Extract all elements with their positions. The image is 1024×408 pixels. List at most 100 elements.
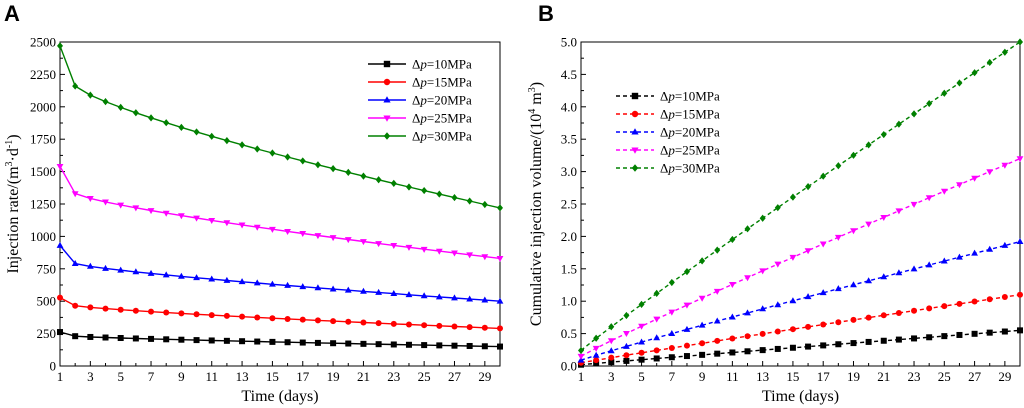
y-tick-label: 250 — [37, 326, 57, 341]
data-point — [223, 276, 231, 283]
y-title-sup: -1 — [4, 140, 15, 148]
data-point — [56, 164, 64, 171]
legend-delta: Δ — [412, 93, 420, 108]
data-point — [683, 268, 690, 276]
legend-marker — [631, 128, 639, 135]
data-point — [744, 309, 751, 316]
data-point — [72, 82, 79, 90]
data-point — [956, 331, 963, 338]
y-title-part: Cumulative injection volume/(10 — [528, 114, 545, 326]
x-tick-label: 23 — [908, 369, 921, 384]
data-point — [496, 256, 504, 263]
data-point — [177, 213, 185, 220]
legend-marker — [631, 147, 639, 154]
data-point — [466, 324, 473, 331]
y-tick-label: 5.0 — [561, 35, 577, 50]
y-tick-label: 1500 — [30, 164, 56, 179]
legend-p: p — [667, 125, 675, 140]
data-point — [117, 335, 124, 342]
data-point — [713, 317, 721, 324]
data-point — [71, 260, 79, 267]
y-axis-title: Cumulative injection volume/(104 m3) — [527, 82, 545, 326]
x-tick-label: 17 — [296, 369, 310, 384]
data-point — [774, 204, 781, 212]
data-point — [284, 339, 291, 346]
legend-marker — [383, 78, 391, 86]
data-point — [360, 239, 367, 246]
data-point — [971, 175, 978, 182]
data-point — [360, 287, 367, 294]
data-point — [880, 337, 887, 344]
legend-label: Δp=25MPa — [412, 111, 472, 126]
data-point — [330, 318, 337, 325]
data-point — [714, 337, 721, 344]
y-tick-label: 1.0 — [561, 294, 577, 309]
data-point — [405, 291, 413, 298]
data-point — [148, 308, 155, 315]
data-point — [653, 289, 660, 297]
data-point — [865, 314, 872, 321]
data-point — [1016, 237, 1024, 244]
y-tick-label: 0.5 — [561, 326, 577, 341]
legend-marker — [383, 132, 391, 140]
data-point — [911, 307, 918, 314]
data-point — [759, 214, 766, 222]
data-point — [102, 334, 109, 341]
data-point — [421, 322, 428, 329]
data-point — [481, 343, 488, 350]
data-point — [940, 188, 948, 195]
data-point — [1017, 327, 1023, 334]
data-point — [623, 342, 630, 349]
x-tick-label: 21 — [877, 369, 890, 384]
series-line — [580, 329, 1021, 366]
data-point — [436, 322, 443, 329]
data-point — [87, 333, 94, 340]
data-point — [208, 132, 215, 140]
data-point — [132, 335, 139, 342]
data-point — [744, 348, 751, 355]
data-point — [744, 225, 751, 233]
data-point — [729, 335, 736, 342]
data-point — [1001, 241, 1009, 248]
data-point — [926, 334, 933, 341]
data-point — [623, 311, 630, 320]
data-point — [132, 109, 139, 117]
data-point — [774, 261, 782, 268]
data-point — [880, 215, 888, 222]
data-point — [162, 210, 170, 217]
data-point — [971, 330, 978, 337]
data-point — [986, 58, 993, 67]
data-point — [223, 220, 231, 227]
data-point — [238, 222, 246, 229]
data-point — [254, 145, 261, 153]
series-line — [580, 41, 1021, 351]
data-point — [497, 325, 503, 332]
data-point — [835, 162, 842, 170]
legend-delta: Δ — [412, 75, 420, 90]
data-point — [163, 119, 170, 127]
y-tick-label: 4.0 — [561, 99, 577, 114]
data-point — [178, 123, 185, 131]
data-point — [435, 293, 443, 300]
panel-label-a: A — [4, 1, 20, 26]
data-point — [623, 352, 630, 359]
x-tick-label: 3 — [608, 369, 615, 384]
data-point — [699, 340, 706, 347]
data-point — [926, 305, 933, 312]
data-point — [668, 345, 675, 352]
data-point — [496, 297, 504, 304]
data-point — [714, 350, 721, 357]
data-point — [344, 237, 352, 244]
data-point — [390, 290, 398, 297]
data-point — [774, 328, 781, 335]
data-point — [314, 317, 321, 324]
data-point — [759, 268, 767, 275]
data-point — [56, 241, 64, 248]
data-point — [850, 316, 857, 323]
y-title-part: ·d — [5, 148, 22, 161]
data-point — [269, 315, 276, 322]
data-point — [117, 202, 125, 209]
data-point — [239, 313, 246, 320]
data-point — [759, 330, 766, 337]
data-point — [435, 248, 443, 255]
